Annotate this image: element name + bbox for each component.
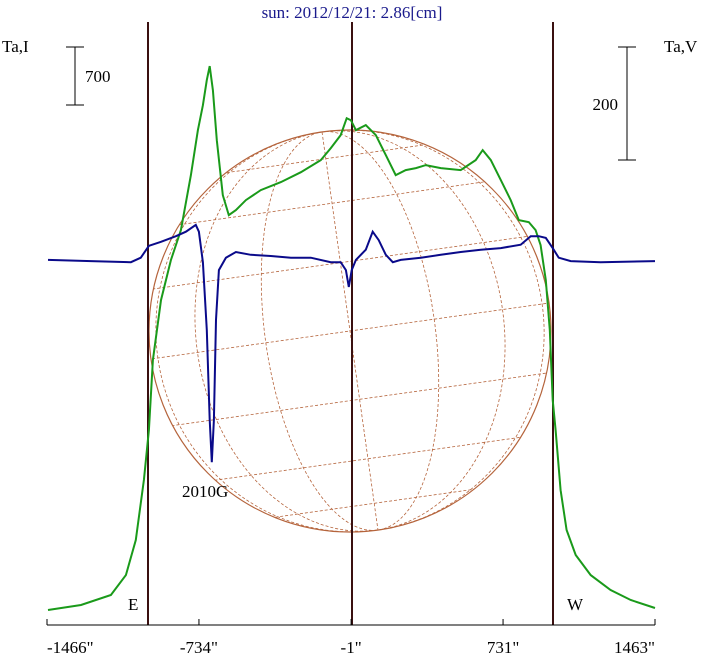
y2-axis-label: Ta,V bbox=[664, 37, 698, 56]
x-tick-label: -1" bbox=[341, 638, 362, 657]
x-tick-label: 1463" bbox=[614, 638, 655, 657]
annotation: E bbox=[128, 595, 138, 614]
scale-bar-y2-label: 200 bbox=[593, 95, 619, 114]
scale-bar-y-label: 700 bbox=[85, 67, 111, 86]
series-line bbox=[47, 223, 656, 463]
annotation: 2010G bbox=[182, 482, 228, 501]
x-tick-label: -1466" bbox=[47, 638, 94, 657]
x-tick-label: 731" bbox=[487, 638, 519, 657]
x-tick-label: -734" bbox=[180, 638, 218, 657]
annotation: W bbox=[567, 595, 584, 614]
chart-title: sun: 2012/12/21: 2.86[cm] bbox=[262, 3, 443, 22]
limb-lines bbox=[147, 22, 554, 625]
y-axis-label: Ta,I bbox=[2, 37, 29, 56]
